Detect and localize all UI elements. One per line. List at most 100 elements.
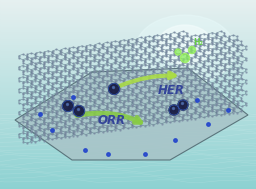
Bar [0,104,256,105]
Bar [0,85,256,86]
Bar [0,152,256,153]
Bar [0,155,256,156]
Circle shape [109,84,120,94]
Bar [0,112,256,113]
Bar [0,145,256,146]
Bar [0,137,256,138]
Bar [0,133,256,134]
Bar [0,111,256,112]
Bar [0,91,256,92]
Bar [0,79,256,80]
Bar [0,184,256,185]
Bar [0,54,256,55]
Bar [0,100,256,101]
Circle shape [178,100,188,110]
Bar [0,76,256,77]
Bar [0,109,256,110]
Circle shape [180,53,189,63]
Bar [0,150,256,151]
Bar [0,96,256,97]
Bar [0,29,256,30]
Bar [0,183,256,184]
Bar [0,55,256,56]
Bar [0,38,256,39]
Bar [0,141,256,142]
Bar [0,70,256,71]
Bar [0,169,256,170]
Bar [0,129,256,130]
Bar [0,50,256,51]
Bar [0,97,256,98]
Bar [0,92,256,93]
Bar [0,39,256,40]
Bar [0,130,256,131]
Bar [0,175,256,176]
Bar [0,14,256,15]
Bar [0,156,256,157]
Bar [0,171,256,172]
Bar [0,136,256,137]
Bar [0,6,256,7]
Bar [0,28,256,29]
Bar [0,157,256,158]
Bar [0,75,256,76]
Circle shape [188,46,196,53]
Bar [0,72,256,73]
Bar [0,32,256,33]
Bar [0,134,256,135]
Bar [0,77,256,78]
Bar [0,170,256,171]
Bar [0,148,256,149]
Bar [0,131,256,132]
Bar [0,25,256,26]
Bar [0,18,256,19]
Bar [0,83,256,84]
Bar [0,105,256,106]
Bar [0,34,256,35]
Bar [0,58,256,59]
Bar [0,108,256,109]
Circle shape [175,49,181,55]
Bar [0,153,256,154]
Bar [0,162,256,163]
Bar [0,64,256,65]
Bar [0,185,256,186]
Bar [0,117,256,118]
Bar [0,71,256,72]
Bar [0,33,256,34]
Bar [0,179,256,180]
Bar [0,88,256,89]
Bar [0,98,256,99]
Bar [0,178,256,179]
Bar [0,19,256,20]
Bar [0,95,256,96]
Text: ORR: ORR [98,114,126,126]
Bar [0,166,256,167]
Bar [0,110,256,111]
Bar [0,135,256,136]
Bar [0,122,256,123]
Bar [0,158,256,159]
Bar [0,186,256,187]
Bar [0,30,256,31]
Bar [0,84,256,85]
Bar [0,62,256,63]
Bar [0,22,256,23]
Bar [0,102,256,103]
FancyArrowPatch shape [77,113,141,122]
Bar [0,23,256,24]
Bar [0,21,256,22]
Bar [0,69,256,70]
Bar [0,0,256,1]
Bar [0,142,256,143]
Bar [0,161,256,162]
Bar [0,11,256,12]
Bar [0,49,256,50]
Bar [0,90,256,91]
Bar [0,43,256,44]
Bar [0,81,256,82]
Bar [0,159,256,160]
Bar [0,115,256,116]
Bar [0,73,256,74]
Bar [0,5,256,6]
